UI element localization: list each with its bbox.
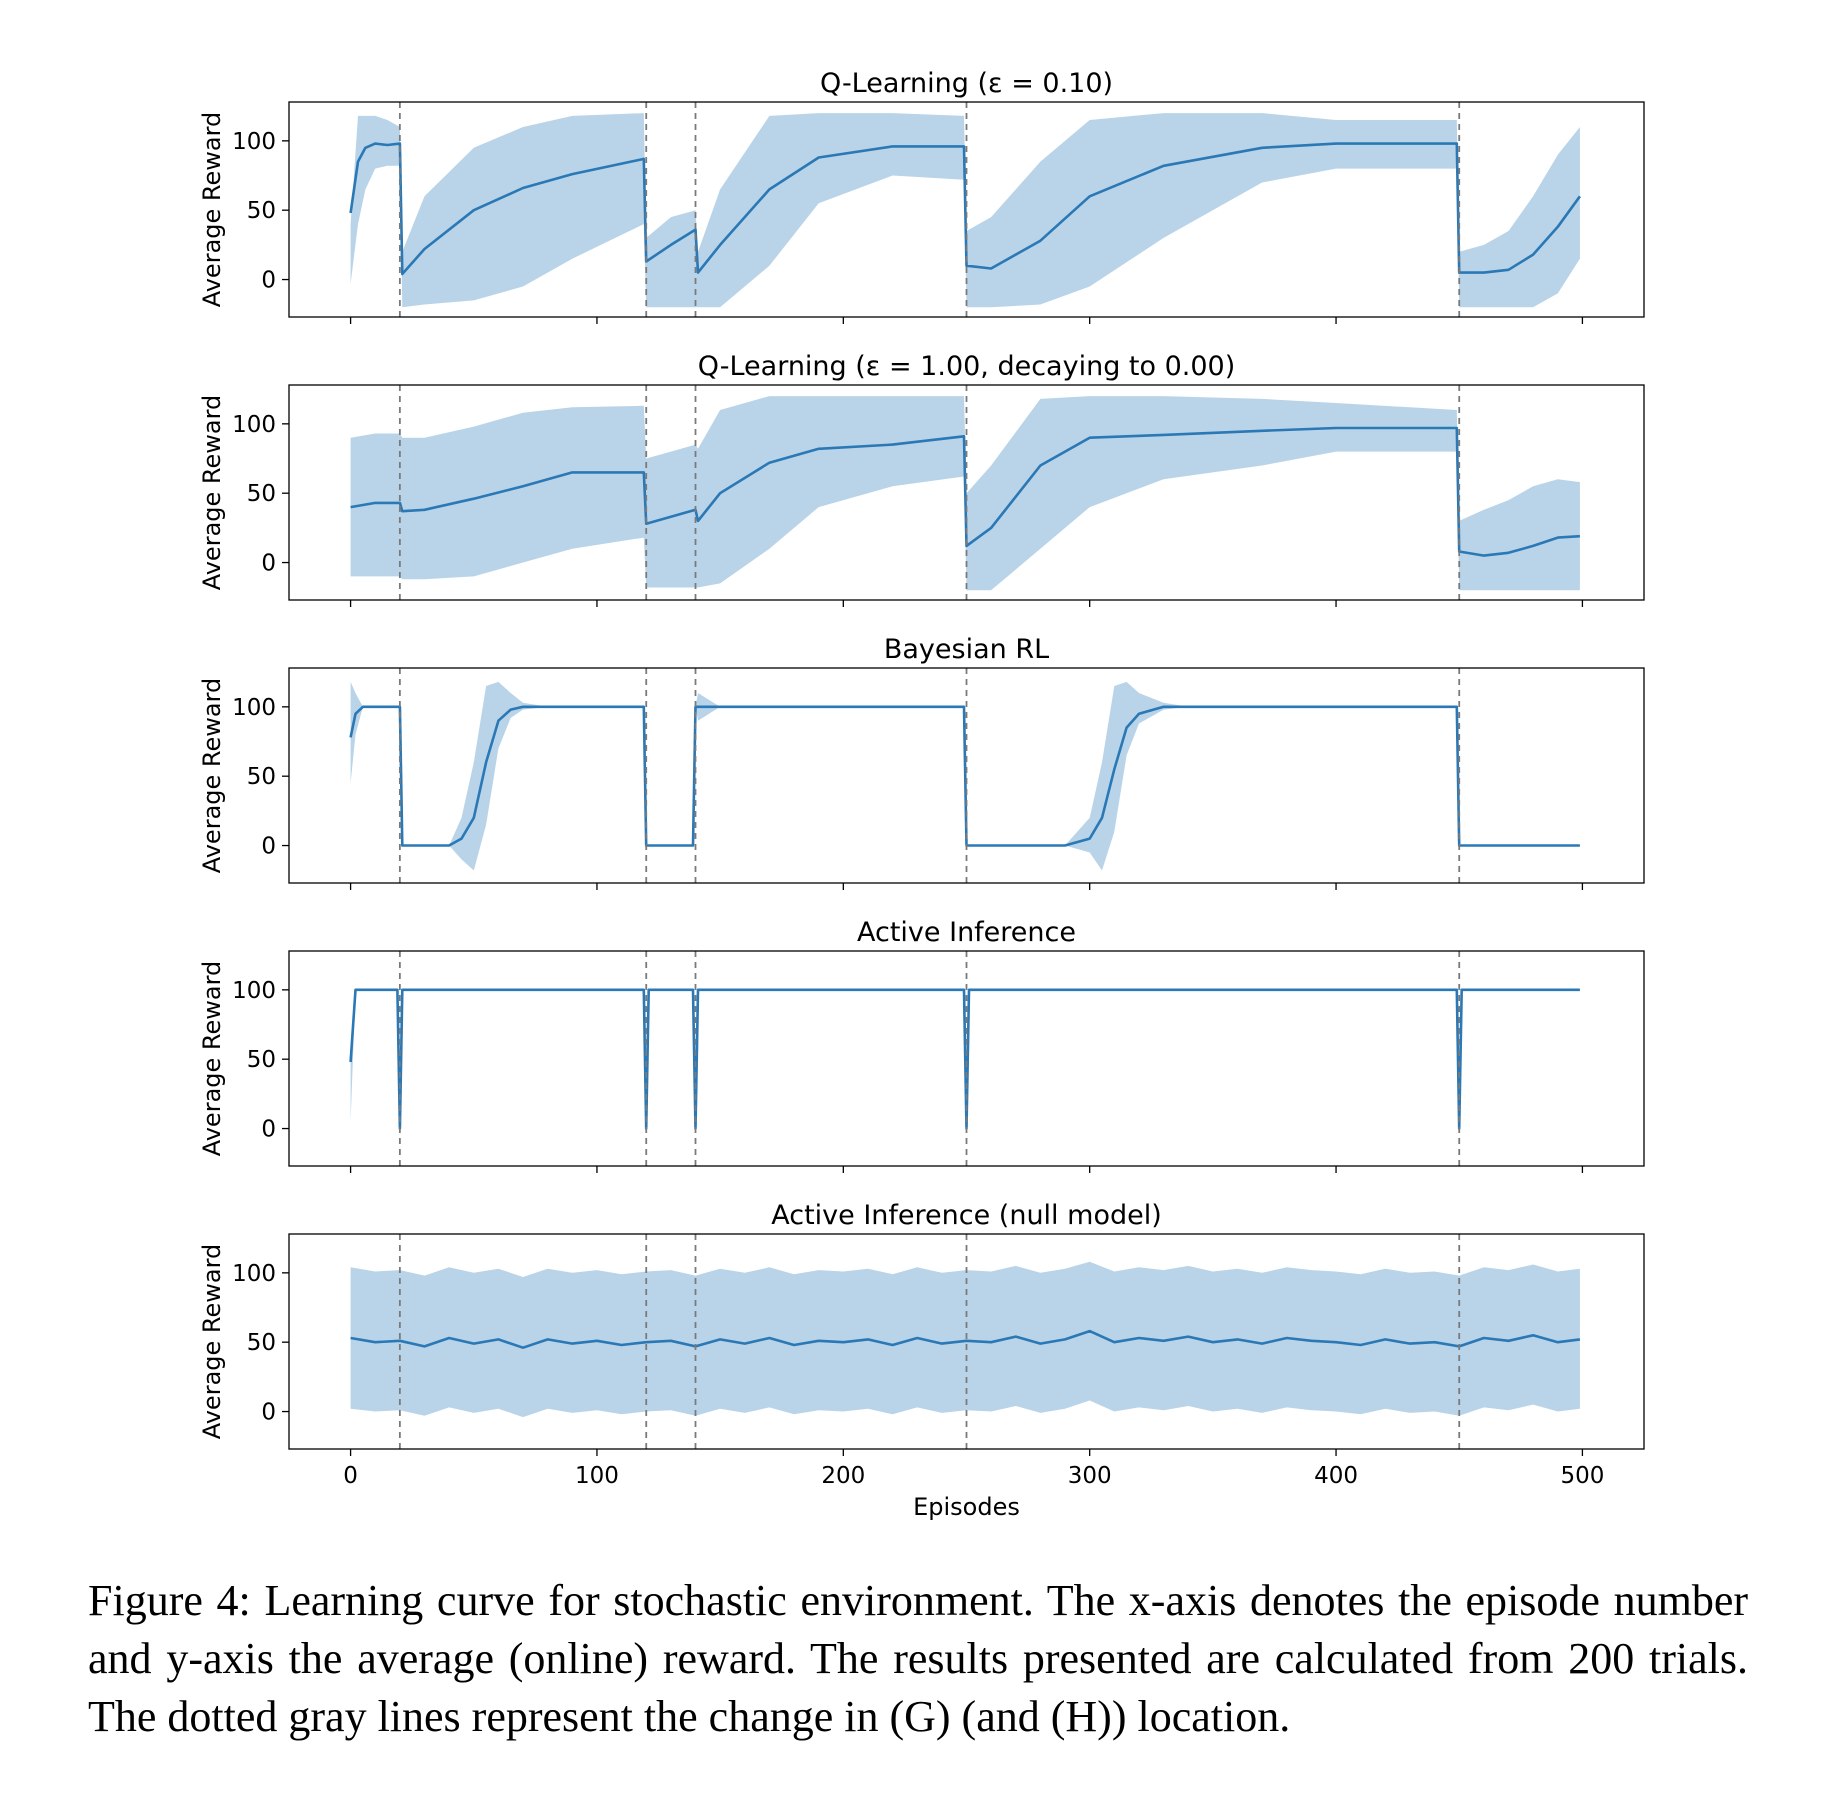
mean-reward-line <box>349 988 1580 1130</box>
mean-reward-line <box>349 142 1581 276</box>
y-axis-label: Average Reward <box>198 678 226 874</box>
subplot-2: Q-Learning (ε = 1.00, decaying to 0.00) A… <box>198 351 1645 607</box>
mean-reward-line <box>350 1329 1581 1349</box>
x-tick-label: 500 <box>1560 1463 1604 1489</box>
y-tick-label: 0 <box>261 1400 276 1426</box>
y-axis-label: Average Reward <box>198 395 226 591</box>
y-tick-label: 100 <box>232 695 276 721</box>
y-tick-label: 50 <box>247 198 276 224</box>
y-axis-label: Average Reward <box>198 1244 226 1440</box>
y-tick-label: 50 <box>247 764 276 790</box>
y-tick-label: 100 <box>232 412 276 438</box>
x-tick-label: 400 <box>1314 1463 1358 1489</box>
figure: Q-Learning (ε = 0.10) Average Reward 0 50 10… <box>198 68 1645 1521</box>
subplot-title: Active Inference (null model) <box>771 1200 1162 1231</box>
y-tick-label: 50 <box>247 481 276 507</box>
x-tick-label: 0 <box>343 1463 358 1489</box>
y-tick-label: 100 <box>232 1261 276 1287</box>
subplot-title: Active Inference <box>857 917 1076 948</box>
plot-frame <box>288 950 1645 1167</box>
plot-frame <box>288 667 1645 884</box>
subplot-title: Q-Learning (ε = 0.10) <box>820 68 1113 99</box>
mean-reward-line <box>349 705 1580 847</box>
x-tick-label: 100 <box>575 1463 619 1489</box>
y-tick-label: 50 <box>247 1330 276 1356</box>
confidence-band <box>350 681 1580 871</box>
x-tick-label: 300 <box>1068 1463 1112 1489</box>
confidence-band <box>350 1261 1580 1418</box>
subplot-4: Active Inference Average Reward 0 50 100 <box>198 917 1645 1173</box>
subplot-5: Active Inference (null model) Average Rew… <box>198 1200 1645 1521</box>
subplot-title: Q-Learning (ε = 1.00, decaying to 0.00) <box>698 351 1236 382</box>
subplot-1: Q-Learning (ε = 0.10) Average Reward 0 50 10… <box>198 68 1645 324</box>
y-tick-label: 100 <box>232 129 276 155</box>
plot-frame <box>288 384 1645 601</box>
x-tick-label: 200 <box>821 1463 865 1489</box>
y-tick-label: 100 <box>232 978 276 1004</box>
plot-frame <box>288 101 1645 318</box>
plot-frame <box>288 1233 1645 1450</box>
y-axis-label: Average Reward <box>198 961 226 1157</box>
y-tick-label: 0 <box>261 1117 276 1143</box>
subplot-3: Bayesian RL Average Reward 0 50 100 <box>198 634 1645 890</box>
y-axis-label: Average Reward <box>198 112 226 308</box>
y-tick-label: 0 <box>261 268 276 294</box>
y-tick-label: 50 <box>247 1047 276 1073</box>
subplot-title: Bayesian RL <box>884 634 1049 665</box>
y-tick-label: 0 <box>261 551 276 577</box>
figure-caption: Figure 4: Learning curve for stochastic … <box>88 1576 1748 1741</box>
y-tick-label: 0 <box>261 834 276 860</box>
x-axis-label: Episodes <box>913 1493 1020 1521</box>
